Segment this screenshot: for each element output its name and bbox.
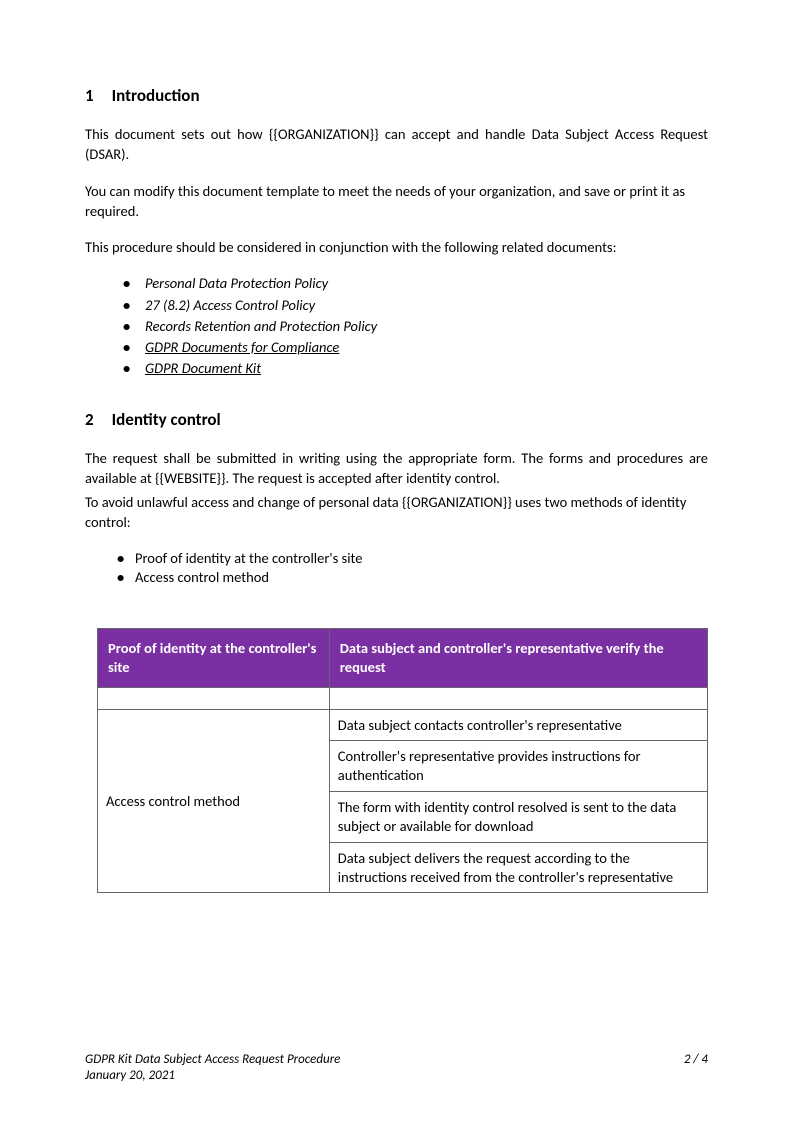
section-2-para-1: The request shall be submitted in writin… xyxy=(85,448,708,489)
section-1-para-3: This procedure should be considered in c… xyxy=(85,237,708,257)
list-item: 27 (8.2) Access Control Policy xyxy=(145,295,708,316)
list-item: Records Retention and Protection Policy xyxy=(145,316,708,337)
table-cell xyxy=(329,687,707,709)
section-2-heading: 2 Identity control xyxy=(85,409,708,430)
section-1-para-2: You can modify this document template to… xyxy=(85,181,708,222)
list-item-link[interactable]: GDPR Document Kit xyxy=(145,358,708,379)
section-2-number: 2 xyxy=(85,409,94,430)
identity-methods-list: Proof of identity at the controller's si… xyxy=(135,549,708,588)
table-cell-label: Access control method xyxy=(98,709,330,893)
footer-page-number: 2 / 4 xyxy=(684,1052,708,1085)
table-header-row: Proof of identity at the controller's si… xyxy=(98,628,708,687)
footer-doc-title: Data Subject Access Request Procedure xyxy=(135,1052,340,1067)
table-cell: Data subject contacts controller's repre… xyxy=(329,709,707,741)
list-item: Proof of identity at the controller's si… xyxy=(135,549,708,569)
table-header-cell: Data subject and controller's representa… xyxy=(329,628,707,687)
table-header-cell: Proof of identity at the controller's si… xyxy=(98,628,330,687)
footer-date: January 20, 2021 xyxy=(85,1068,175,1083)
table-row xyxy=(98,687,708,709)
identity-control-table: Proof of identity at the controller's si… xyxy=(97,628,708,894)
list-item-link[interactable]: GDPR Documents for Compliance xyxy=(145,337,708,358)
table-cell: Controller's representative provides ins… xyxy=(329,741,707,792)
section-1-para-1: This document sets out how {{ORGANIZATIO… xyxy=(85,124,708,165)
section-1-title: Introduction xyxy=(112,85,200,106)
table-cell: The form with identity control resolved … xyxy=(329,792,707,843)
section-1-number: 1 xyxy=(85,85,94,106)
section-2-para-2: To avoid unlawful access and change of p… xyxy=(85,492,708,533)
document-body: 1 Introduction This document sets out how… xyxy=(85,85,708,893)
table-cell: Data subject delivers the request accord… xyxy=(329,842,707,893)
list-item: Personal Data Protection Policy xyxy=(145,273,708,294)
section-2-title: Identity control xyxy=(112,409,221,430)
footer-left: GDPR Kit Data Subject Access Request Pro… xyxy=(85,1052,340,1085)
footer-kit-prefix: GDPR Kit xyxy=(85,1052,132,1067)
related-documents-list: Personal Data Protection Policy 27 (8.2)… xyxy=(145,273,708,378)
table-cell xyxy=(98,687,330,709)
section-1-heading: 1 Introduction xyxy=(85,85,708,106)
table-row: Access control method Data subject conta… xyxy=(98,709,708,741)
list-item: Access control method xyxy=(135,568,708,588)
page-footer: GDPR Kit Data Subject Access Request Pro… xyxy=(85,1052,708,1085)
